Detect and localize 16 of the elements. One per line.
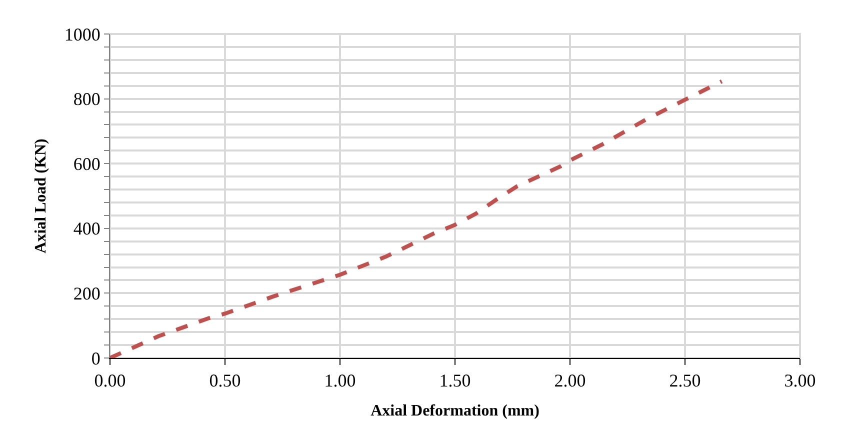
x-tick-label: 0.50: [209, 370, 241, 391]
line-series: [110, 79, 724, 358]
x-axis-title: Axial Deformation (mm): [370, 402, 540, 420]
y-tick-label: 0: [91, 348, 100, 368]
y-tick-label: 1000: [64, 24, 100, 44]
y-tick-label: 800: [73, 89, 100, 110]
y-axis-title: Axial Load (KN): [32, 138, 50, 254]
y-tick-label: 600: [73, 154, 100, 174]
x-tick-label: 0.00: [94, 370, 126, 391]
x-tick-label: 1.00: [324, 370, 356, 391]
x-tick-label: 2.00: [554, 370, 586, 391]
x-tick-label: 2.50: [669, 370, 701, 391]
x-tick-label: 3.00: [784, 370, 816, 391]
y-tick-label: 400: [73, 218, 100, 239]
y-tick-label: 200: [73, 284, 100, 304]
x-tick-label: 1.50: [439, 370, 471, 391]
